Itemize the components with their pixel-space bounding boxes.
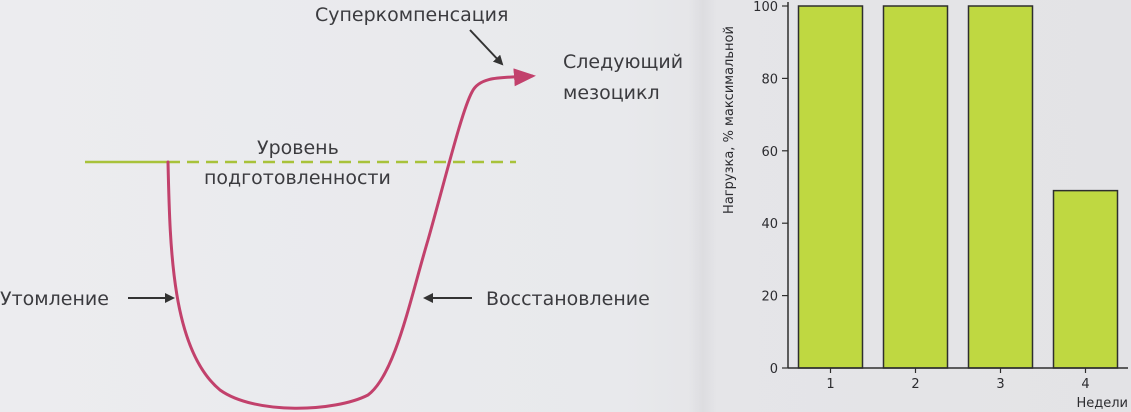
bar-week-1: [797, 5, 864, 369]
label-next-mesocycle-line1: Следующий: [563, 51, 683, 73]
label-fatigue: Утомление: [0, 288, 109, 310]
bar-week-4: [1052, 189, 1119, 369]
x-tick-label-4: 4: [1081, 377, 1089, 392]
y-axis-title: Нагрузка, % максимальной: [722, 26, 737, 214]
x-axis-title: Недели: [1076, 396, 1128, 411]
x-tick-label-1: 1: [826, 377, 834, 392]
x-tick-label-2: 2: [911, 377, 919, 392]
label-recovery: Восстановление: [486, 288, 650, 310]
y-tick-label-60: 60: [761, 145, 778, 160]
bar-week-3: [967, 5, 1034, 369]
supercompensation-arrow: [469, 29, 504, 66]
y-tick-label-40: 40: [761, 217, 778, 232]
x-tick-label-3: 3: [996, 377, 1004, 392]
y-tick-label-80: 80: [761, 72, 778, 87]
y-tick-label-0: 0: [770, 362, 778, 377]
panel-divider: [689, 0, 717, 412]
label-supercompensation: Суперкомпенсация: [315, 4, 508, 26]
label-next-mesocycle-line2: мезоцикл: [563, 82, 660, 104]
supercompensation-diagram: Суперкомпенсация Следующий мезоцикл Уров…: [0, 4, 683, 410]
bar-week-2: [882, 5, 949, 369]
label-fitness-level-line1: Уровень: [257, 137, 339, 159]
label-fitness-level-line2: подготовленности: [204, 167, 391, 189]
supercompensation-curve: [166, 68, 536, 410]
y-tick-label-20: 20: [761, 290, 778, 305]
y-tick-label-100: 100: [753, 0, 778, 15]
